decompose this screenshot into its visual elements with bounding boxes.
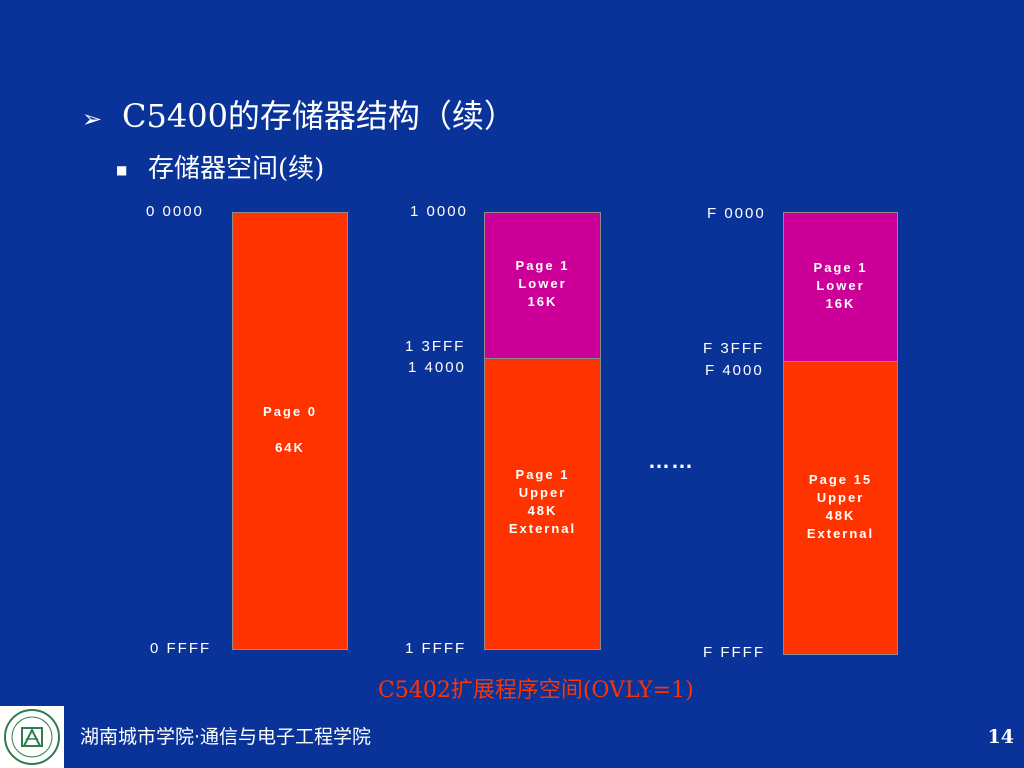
col3-address-bottom: F FFFF [703, 644, 765, 661]
col2-address-split-end: 1 3FFF [405, 338, 466, 355]
page1-lower-block: Page 1 Lower 16K [484, 212, 601, 359]
col3-address-split-start: F 4000 [705, 362, 764, 379]
page1-upper-block: Page 1 Upper 48K External [484, 358, 601, 650]
diagram-caption: C5402扩展程序空间(OVLY=1) [378, 678, 694, 703]
page1-upper-label: Page 1 Upper 48K External [508, 467, 577, 536]
col2-address-split-start: 1 4000 [408, 359, 466, 376]
arrow-bullet-icon: ➢ [82, 105, 103, 133]
page15-lower-label: Page 1 Lower 16K [813, 260, 868, 311]
footer-institution: 湖南城市学院·通信与电子工程学院 [80, 726, 372, 748]
slide-title-text: C5400的存储器结构（续） [122, 97, 516, 135]
page0-block: Page 0 64K [232, 212, 348, 650]
col3-address-split-end: F 3FFF [703, 340, 765, 357]
ellipsis: …… [648, 448, 694, 473]
col3-address-top: F 0000 [707, 205, 766, 222]
page15-upper-block: Page 15 Upper 48K External [783, 361, 898, 655]
slide-subtitle: ■ 存储器空间(续) [116, 151, 324, 188]
slide-title: ➢ C5400的存储器结构（续） [82, 96, 516, 139]
col2-address-top: 1 0000 [410, 203, 468, 220]
col1-address-bottom: 0 FFFF [150, 640, 212, 657]
square-bullet-icon: ■ [116, 163, 128, 177]
page0-label: Page 0 64K [263, 404, 317, 455]
university-seal-icon [0, 706, 64, 768]
col2-address-bottom: 1 FFFF [405, 640, 467, 657]
page-number: 14 [987, 726, 1014, 748]
col1-address-top: 0 0000 [146, 203, 204, 220]
page15-upper-label: Page 15 Upper 48K External [806, 472, 875, 541]
page15-lower-block: Page 1 Lower 16K [783, 212, 898, 362]
slide-subtitle-text: 存储器空间(续) [148, 154, 325, 184]
page1-lower-label: Page 1 Lower 16K [515, 258, 570, 309]
